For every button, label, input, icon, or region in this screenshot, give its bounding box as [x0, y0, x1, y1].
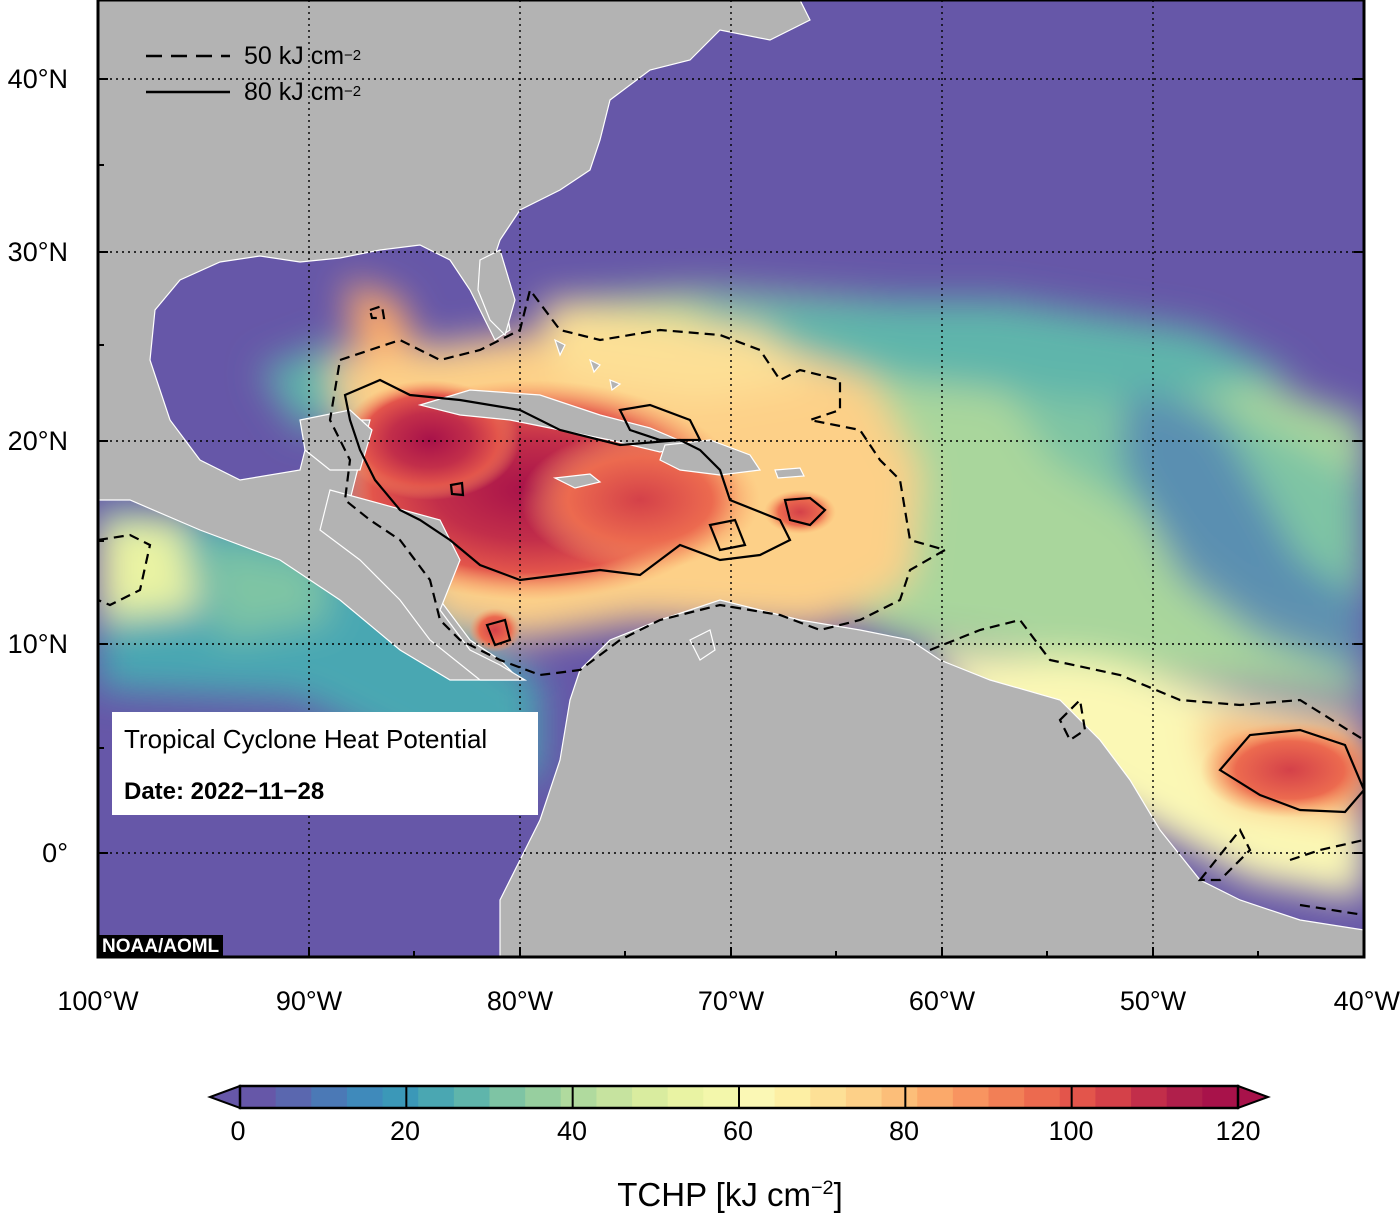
- colorbar-swatch: [632, 1086, 669, 1108]
- colorbar-label-text: TCHP [kJ cm: [617, 1176, 811, 1213]
- lat-label-30n: 30°N: [7, 237, 68, 267]
- solid-line-icon: [146, 90, 230, 94]
- colorbar-swatch: [1059, 1086, 1096, 1108]
- colorbar-swatch: [1166, 1086, 1203, 1108]
- dashed-line-icon: [146, 54, 230, 58]
- lon-label-90w: 90°W: [275, 986, 343, 1016]
- colorbar-swatch: [382, 1086, 419, 1108]
- lon-label-40w: 40°W: [1333, 986, 1400, 1016]
- colorbar-swatch: [952, 1086, 989, 1108]
- contour-50: [368, 304, 386, 320]
- colorbar: [207, 1084, 1271, 1110]
- contour-50: [1058, 697, 1087, 742]
- colorbar-swatch: [1131, 1086, 1168, 1108]
- map-ticks: [98, 78, 1364, 957]
- lon-label-70w: 70°W: [697, 986, 765, 1016]
- colorbar-swatch: [311, 1086, 348, 1108]
- contour-80: [343, 378, 792, 582]
- tchp-field: [98, 280, 1364, 900]
- colorbar-label: TCHP [kJ cm−2]: [500, 1176, 960, 1214]
- colorbar-swatch: [881, 1086, 918, 1108]
- contour-80: [449, 481, 465, 497]
- colorbar-swatch: [1024, 1086, 1061, 1108]
- land: [98, 0, 1364, 957]
- map-area: [98, 0, 1364, 957]
- lon-label-100w: 100°W: [57, 986, 139, 1016]
- colorbar-swatch: [346, 1086, 384, 1108]
- contour-50: [929, 618, 1364, 741]
- colorbar-swatch: [988, 1086, 1025, 1108]
- colorbar-swatch: [418, 1086, 455, 1108]
- colorbar-tick: 60: [722, 1116, 754, 1146]
- colorbar-tick: 0: [230, 1116, 246, 1146]
- lon-label-80w: 80°W: [486, 986, 554, 1016]
- lat-label-20n: 20°N: [7, 426, 68, 456]
- colorbar-label-exp: −2: [811, 1177, 834, 1199]
- contour-80: [708, 518, 747, 552]
- colorbar-arrow-high: [1237, 1084, 1271, 1110]
- lat-label-0: 0°: [42, 838, 68, 868]
- legend-item-80: 80 kJ cm −2: [146, 75, 361, 109]
- colorbar-swatch: [739, 1086, 776, 1108]
- colorbar-swatch: [489, 1086, 526, 1108]
- contour-50: [328, 287, 948, 677]
- colorbar-tick: 20: [389, 1116, 421, 1146]
- contour-50: [98, 533, 152, 607]
- lon-label-60w: 60°W: [908, 986, 976, 1016]
- contours: [98, 287, 1364, 917]
- colorbar-swatch: [1095, 1086, 1132, 1108]
- colorbar-tick: 100: [1048, 1116, 1094, 1146]
- colorbar-swatch: [240, 1086, 277, 1108]
- colorbar-tick: 80: [888, 1116, 920, 1146]
- colorbar-swatch: [774, 1086, 811, 1108]
- colorbar-swatch: [703, 1086, 740, 1108]
- colorbar-swatch: [845, 1086, 883, 1108]
- graticule: [98, 0, 1364, 957]
- contour-80: [1218, 728, 1364, 814]
- colorbar-swatch: [667, 1086, 704, 1108]
- colorbar-swatch: [1202, 1086, 1239, 1108]
- colorbar-swatch: [596, 1086, 633, 1108]
- colorbar-swatch: [917, 1086, 954, 1108]
- legend-label-50: 50 kJ cm: [244, 41, 345, 70]
- contour-50: [1197, 827, 1364, 917]
- info-box: Tropical Cyclone Heat Potential Date: 20…: [112, 712, 538, 815]
- contour-80: [783, 496, 827, 527]
- colorbar-arrow-low: [207, 1084, 241, 1110]
- legend-label-80: 80 kJ cm: [244, 77, 345, 106]
- contour-80: [618, 403, 702, 442]
- map-date: Date: 2022−11−28: [124, 778, 325, 805]
- colorbar-swatch: [453, 1086, 490, 1108]
- colorbar-tick: 40: [556, 1116, 588, 1146]
- contour-80: [485, 618, 512, 647]
- lon-label-50w: 50°W: [1119, 986, 1187, 1016]
- colorbar-tick: 120: [1215, 1116, 1261, 1146]
- colorbar-swatch: [525, 1086, 562, 1108]
- legend-item-50: 50 kJ cm −2: [146, 39, 361, 73]
- lat-label-10n: 10°N: [7, 629, 68, 659]
- colorbar-swatch: [560, 1086, 597, 1108]
- colorbar-swatch: [275, 1086, 312, 1108]
- colorbar-swatch: [810, 1086, 847, 1108]
- map-title: Tropical Cyclone Heat Potential: [124, 724, 488, 754]
- colorbar-label-suffix: ]: [833, 1176, 843, 1213]
- lat-label-40n: 40°N: [7, 64, 68, 94]
- credit-label: NOAA/AOML: [98, 935, 224, 958]
